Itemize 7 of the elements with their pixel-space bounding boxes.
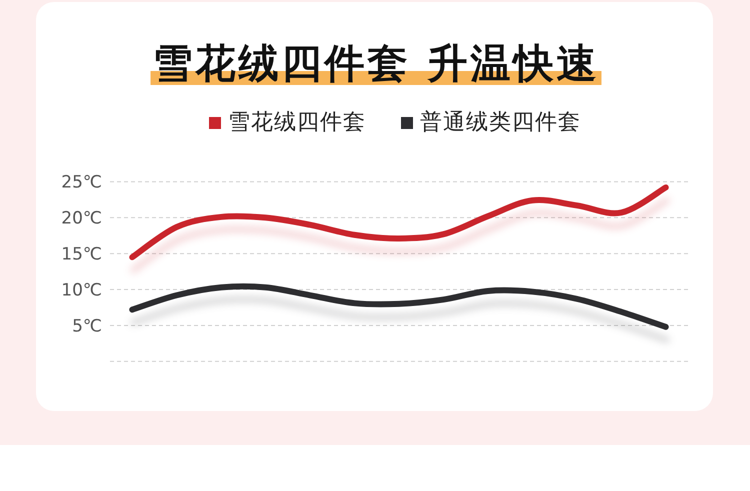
y-tick-label: 10℃	[61, 280, 102, 301]
y-tick-label: 15℃	[61, 244, 102, 265]
y-tick-label: 5℃	[72, 316, 102, 336]
y-tick-label: 20℃	[61, 208, 102, 229]
y-tick-label: 25℃	[61, 172, 102, 193]
legend-label: 普通绒类四件套	[420, 110, 581, 135]
legend-label: 雪花绒四件套	[228, 110, 366, 135]
